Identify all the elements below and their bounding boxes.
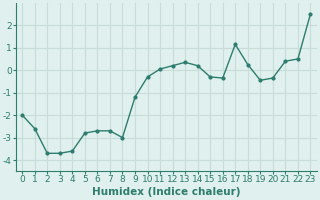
X-axis label: Humidex (Indice chaleur): Humidex (Indice chaleur) <box>92 187 241 197</box>
